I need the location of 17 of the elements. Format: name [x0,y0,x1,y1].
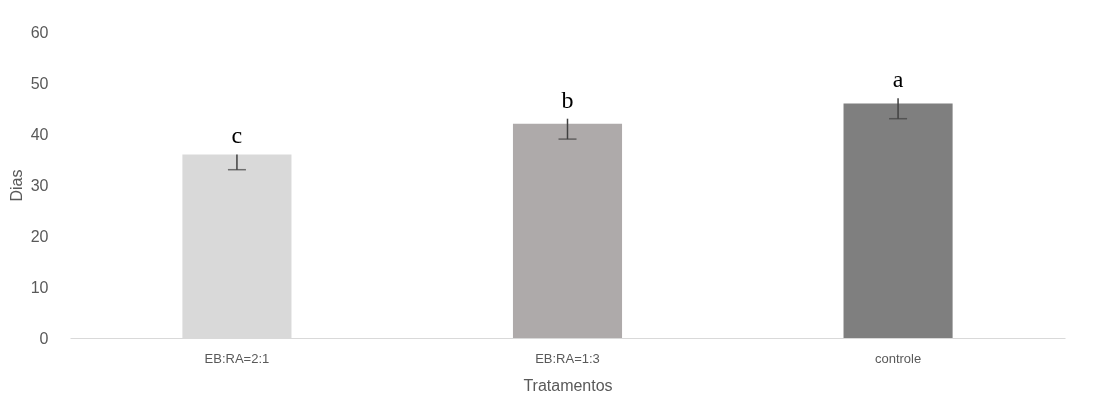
annotation: c [231,122,243,149]
y-axis-title: Dias [7,169,25,202]
y-tick-label: 50 [30,74,49,92]
bar [843,103,953,338]
y-tick-label: 40 [30,125,49,143]
x-tick-label: EB:RA=2:1 [204,350,270,366]
x-tick-label: EB:RA=1:3 [535,350,600,366]
y-tick-label: 60 [30,23,49,41]
annotation: a [892,66,904,93]
annotation: b [561,86,574,113]
x-tick-label: controle [874,350,922,366]
y-tick-label: 30 [30,176,49,194]
bar [512,123,623,338]
y-tick-label: 20 [30,227,49,245]
y-tick-label: 0 [39,329,49,347]
y-tick-label: 10 [30,278,49,296]
x-axis-title: Tratamentos [523,376,613,394]
